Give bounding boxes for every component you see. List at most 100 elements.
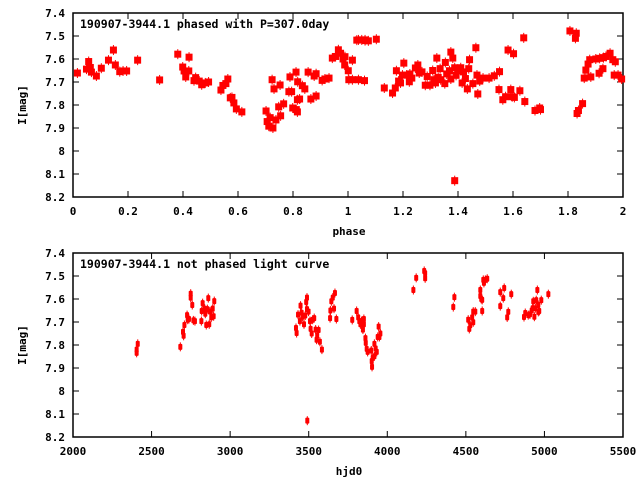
phased-data-point [205,77,213,87]
phased-data-point [341,59,349,70]
unphased-data-point [378,329,383,338]
unphased-data-point [539,295,544,305]
unphased-data-point [369,346,374,356]
unphased-x-tick-label: 3500 [295,445,322,458]
phased-y-tick-label: 8 [58,145,65,158]
phased-data-point [414,59,422,70]
phased-data-point [321,74,329,85]
phased-data-point [447,74,455,85]
unphased-data-point [330,293,335,303]
unphased-data-point [485,274,490,284]
unphased-data-point [452,292,457,302]
unphased-x-tick-label: 5000 [531,445,558,458]
unphased-data-point [332,288,337,298]
phased-data-point [587,71,595,82]
unphased-data-point [480,306,485,316]
phased-data-point [92,71,100,82]
phased-data-point [610,70,618,81]
phased-data-point [277,110,285,121]
phased-data-point [502,91,510,102]
phased-x-tick-label: 1.6 [503,205,523,218]
phased-data-point [232,103,240,114]
phased-data-point [192,72,200,83]
phased-data-point [286,71,294,82]
phased-data-point [441,57,449,68]
phased-data-point [574,105,582,116]
phased-data-point [280,98,288,109]
unphased-data-point [471,317,476,327]
phased-data-point [531,105,539,116]
phased-data-point [485,73,493,84]
phased-data-point [510,48,518,59]
unphased-data-point [501,293,506,303]
unphased-x-tick-label: 3000 [217,445,244,458]
unphased-data-point [451,302,456,312]
phased-data-point [418,66,426,77]
phased-data-point [156,74,164,85]
unphased-data-point [365,347,370,357]
phased-data-point [269,123,277,133]
phased-data-point [380,82,388,93]
unphased-y-tick-label: 7.4 [45,247,65,260]
unphased-data-point [199,316,204,326]
unphased-data-point [466,315,471,325]
phased-data-point [479,73,487,84]
unphased-data-point [509,289,514,299]
phased-data-point [400,58,408,69]
phased-data-point [579,98,587,109]
unphased-data-point [203,309,208,319]
unphased-data-point [332,304,337,314]
unphased-data-point [480,295,485,305]
phased-data-point [504,45,512,56]
unphased-x-tick-label: 4500 [453,445,480,458]
unphased-data-point [532,312,537,322]
phased-data-point [599,63,607,74]
phased-data-point [429,65,437,76]
unphased-y-tick-label: 7.7 [45,316,65,329]
unphased-data-point [303,311,308,321]
phased-data-point [614,70,622,81]
unphased-y-tick-label: 7.9 [45,362,65,375]
phased-data-point [262,105,270,116]
unphased-data-point [354,306,359,316]
unphased-data-point [506,307,511,317]
phased-y-tick-label: 7.8 [45,99,65,112]
phased-data-point [198,79,206,90]
phased-data-point [344,65,352,76]
phased-data-point [294,76,302,87]
unphased-plot-frame [72,252,624,438]
unphased-x-tick-label: 5500 [610,445,637,458]
phased-data-point [348,55,356,66]
phased-data-point [441,78,449,89]
phased-data-point [361,75,368,86]
phased-data-point [537,104,544,115]
phased-x-tick-label: 1.4 [448,205,468,218]
unphased-data-point [211,311,216,321]
unphased-y-tick-label: 7.5 [45,270,65,283]
phased-y-tick-label: 7.4 [45,7,65,20]
phased-data-point [185,65,193,76]
phased-data-point [472,42,480,53]
phased-x-tick-label: 0.6 [228,205,248,218]
unphased-data-point [534,295,539,305]
phased-data-point [445,65,453,76]
phased-data-point [521,96,529,107]
phased-x-tick-label: 0.2 [118,205,138,218]
unphased-data-point [316,325,321,335]
unphased-y-tick-label: 8.1 [45,408,65,421]
phased-data-point [426,80,434,91]
phased-data-point [510,92,518,103]
phased-data-point [490,70,498,81]
phased-data-point [174,49,182,60]
phased-data-point [463,83,471,94]
unphased-data-point [328,313,333,323]
phased-data-point [270,83,278,94]
phased-plot-title: 190907-3944.1 phased with P=307.0day [80,17,329,31]
unphased-data-point [298,301,303,311]
phased-data-point [611,56,619,67]
phased-x-tick-label: 0.8 [283,205,303,218]
phased-data-point [580,73,588,84]
phased-data-point [301,83,309,94]
unphased-data-point [376,322,381,332]
unphased-data-point [206,293,211,303]
